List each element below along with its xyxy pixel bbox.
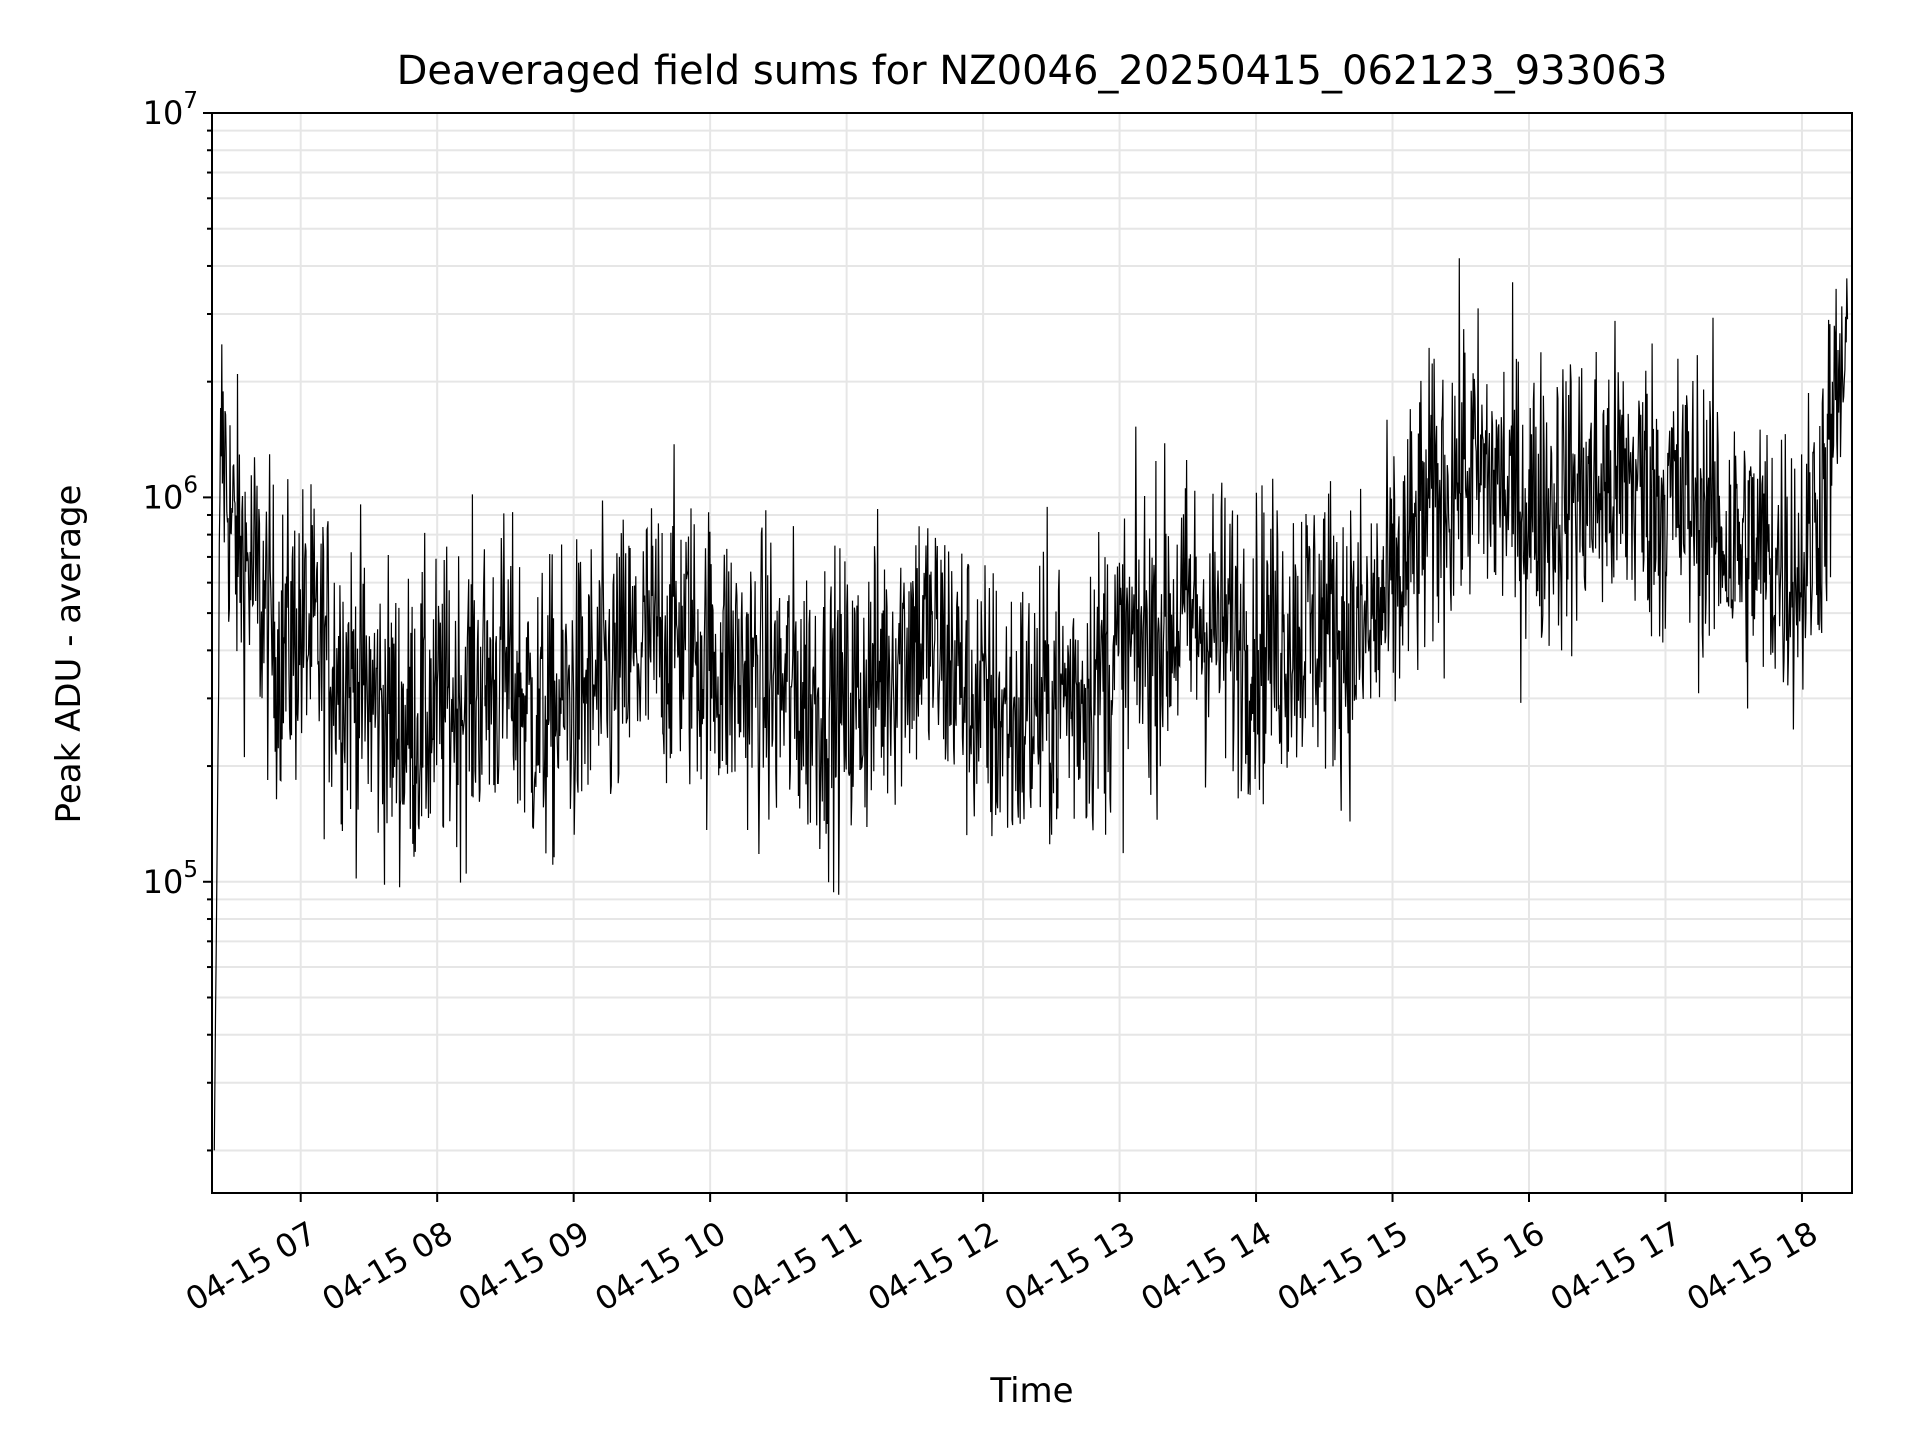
y-tick-label: 105 (143, 857, 198, 901)
x-axis-label: Time (989, 1371, 1073, 1411)
y-tick-label: 107 (143, 88, 198, 132)
axes-frame (211, 112, 1853, 1194)
chart-title: Deaveraged field sums for NZ0046_2025041… (397, 48, 1668, 94)
data-series (213, 258, 1849, 1151)
y-tick-label: 106 (143, 472, 198, 516)
series-line (213, 258, 1849, 1151)
y-axis-label: Peak ADU - average (49, 485, 89, 824)
